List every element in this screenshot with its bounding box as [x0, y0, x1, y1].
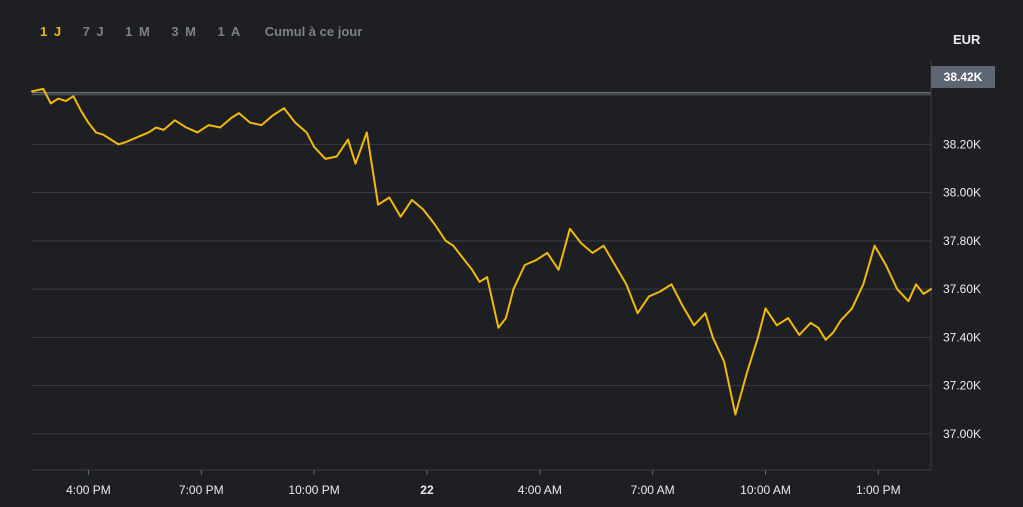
currency-label: EUR: [953, 32, 981, 47]
price-series-line: [31, 87, 932, 416]
y-tick-label: 38.00K: [943, 186, 981, 200]
x-tick-label: 10:00 AM: [740, 483, 791, 497]
x-tick-label: 7:00 AM: [631, 483, 675, 497]
x-tick-label: 1:00 PM: [856, 483, 901, 497]
tab-1-year[interactable]: 1 A: [217, 24, 242, 39]
x-tick-label: 7:00 PM: [179, 483, 224, 497]
x-tick-label: 4:00 PM: [66, 483, 111, 497]
y-tick-label: 37.40K: [943, 330, 981, 344]
y-tick-label: 38.20K: [943, 137, 981, 151]
tab-1-day[interactable]: 1 J: [40, 24, 63, 39]
timeframe-tabs: 1 J 7 J 1 M 3 M 1 A Cumul à ce jour: [40, 24, 382, 40]
x-tick-label: 4:00 AM: [518, 483, 562, 497]
x-tick-label: 22: [420, 483, 434, 497]
current-price-badge: 38.42K: [931, 66, 995, 88]
tab-3-months[interactable]: 3 M: [171, 24, 198, 39]
y-tick-label: 37.00K: [943, 427, 981, 441]
y-tick-label: 37.80K: [943, 234, 981, 248]
tab-1-month[interactable]: 1 M: [125, 24, 152, 39]
tab-7-days[interactable]: 7 J: [82, 24, 106, 39]
y-tick-label: 37.60K: [943, 282, 981, 296]
x-tick-label: 10:00 PM: [288, 483, 339, 497]
tab-year-to-date[interactable]: Cumul à ce jour: [264, 24, 363, 39]
y-tick-label: 37.20K: [943, 379, 981, 393]
